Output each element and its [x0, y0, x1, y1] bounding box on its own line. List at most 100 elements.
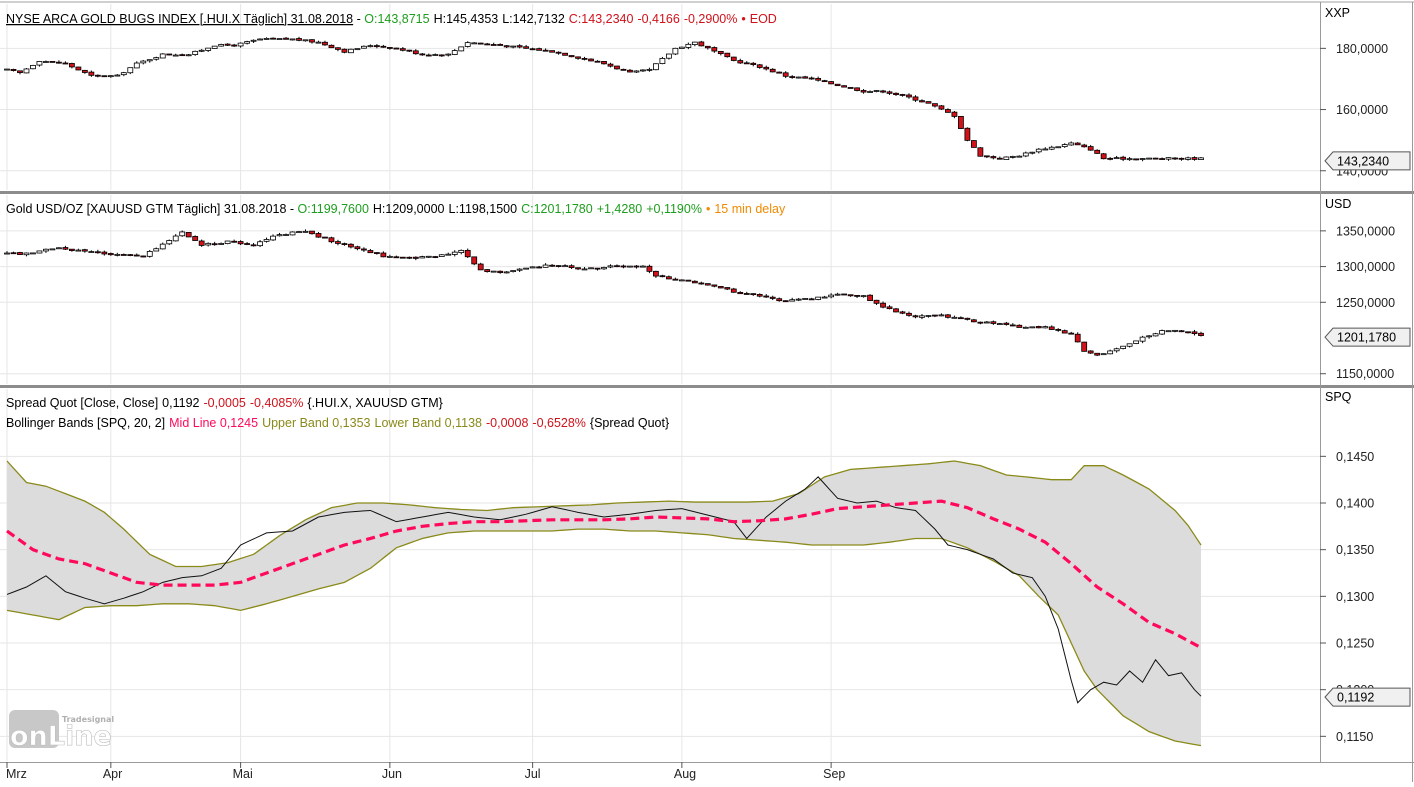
- candle-body: [296, 231, 302, 234]
- candle-body: [841, 85, 847, 88]
- candle-body: [1061, 330, 1068, 334]
- time-axis[interactable]: Mrz Apr Mai Jun Jul Aug Sep: [6, 762, 845, 781]
- candle-body: [925, 101, 932, 104]
- hui-legend-open: O:143,8715: [364, 12, 429, 26]
- candle-body: [1120, 345, 1127, 349]
- candle-body: [1016, 324, 1023, 328]
- candle-body: [354, 246, 361, 250]
- candle-body: [185, 232, 192, 238]
- candle-body: [231, 44, 238, 47]
- candle-body: [886, 91, 893, 94]
- candle-body: [763, 295, 770, 298]
- candle-body: [244, 41, 250, 44]
- candle-body: [854, 87, 860, 91]
- gold-legend[interactable]: Gold USD/OZ [XAUUSD GTM Täglich] 31.08.2…: [6, 202, 786, 216]
- candle-body: [899, 94, 906, 96]
- candle-body: [1035, 148, 1042, 153]
- candle-body: [1146, 157, 1152, 160]
- gold-price-axis[interactable]: 1350,0000 1300,0000 1250,0000 1150,0000: [1320, 224, 1395, 381]
- candle-body: [30, 65, 36, 70]
- candle-body: [107, 253, 114, 256]
- bollinger-legend-source: {Spread Quot}: [590, 416, 669, 430]
- candle-body: [873, 299, 880, 304]
- candle-body: [562, 265, 568, 268]
- candle-body: [867, 294, 873, 301]
- candle-body: [62, 62, 69, 65]
- candle-body: [315, 233, 322, 238]
- candle-body: [393, 47, 400, 50]
- candle-body: [886, 306, 893, 310]
- candle-body: [276, 38, 283, 40]
- spread-legend[interactable]: Spread Quot [Close, Close] 0,1192 -0,0005-…: [6, 396, 443, 410]
- gold-legend-close: C:1201,1780: [521, 202, 593, 216]
- candle-body: [588, 267, 594, 270]
- candle-body: [1146, 335, 1152, 338]
- bollinger-band-area: [7, 461, 1201, 746]
- candle-body: [257, 241, 263, 247]
- candle-body: [1107, 350, 1114, 355]
- candle-body: [56, 61, 62, 64]
- spread-legend-source: {.HUI.X, XAUUSD GTM}: [307, 396, 442, 410]
- candle-body: [68, 248, 75, 251]
- candle-body: [211, 45, 218, 49]
- candle-body: [769, 68, 776, 73]
- candle-body: [581, 57, 588, 60]
- candle-body: [179, 231, 186, 237]
- bollinger-legend-change: -0,0008: [486, 416, 528, 430]
- candle-body: [43, 61, 49, 63]
- panel-divider-2[interactable]: [0, 385, 1414, 388]
- hui-candles: [4, 36, 1204, 162]
- candle-body: [711, 47, 718, 52]
- candle-body: [127, 67, 134, 74]
- candle-body: [451, 251, 458, 255]
- candle-body: [341, 243, 348, 245]
- hui-axis-unit: XXP: [1325, 6, 1350, 20]
- candle-body: [159, 53, 166, 59]
- logo-online-text: onLine: [10, 721, 112, 752]
- candle-body: [847, 294, 854, 297]
- candle-body: [211, 243, 218, 246]
- candle-body: [1061, 144, 1068, 148]
- candle-body: [958, 317, 964, 320]
- candle-body: [698, 282, 705, 285]
- candle-body: [653, 63, 659, 71]
- candle-body: [153, 248, 160, 252]
- candle-body: [328, 44, 335, 49]
- candle-body: [354, 48, 361, 51]
- candle-body: [432, 54, 439, 56]
- candle-body: [166, 53, 173, 56]
- candle-body: [1022, 152, 1029, 157]
- candle-body: [1100, 153, 1107, 160]
- candle-body: [964, 127, 971, 141]
- candle-body: [646, 265, 653, 272]
- candle-body: [880, 90, 886, 93]
- candle-body: [633, 265, 640, 268]
- candle-body: [640, 265, 646, 268]
- candle-body: [302, 230, 309, 233]
- candle-body: [406, 49, 413, 52]
- spread-legend-value: 0,1192: [162, 396, 199, 410]
- spread-axis[interactable]: 0,14500,14000,13500,13000,12500,12000,11…: [1320, 450, 1374, 744]
- hui-legend[interactable]: NYSE ARCA GOLD BUGS INDEX [.HUI.X Täglic…: [6, 12, 777, 26]
- gold-legend-low: L:1198,1500: [449, 202, 518, 216]
- candle-body: [224, 43, 231, 46]
- candle-body: [1068, 142, 1075, 146]
- panel-divider-1[interactable]: [0, 191, 1414, 194]
- candle-body: [704, 283, 711, 286]
- candle-body: [367, 45, 374, 48]
- candle-body: [1074, 142, 1081, 146]
- candle-body: [841, 293, 847, 296]
- candle-body: [698, 41, 705, 47]
- y-tick-label: 0,1400: [1336, 497, 1374, 511]
- gold-axis-unit: USD: [1325, 197, 1351, 211]
- x-tick-label: Jul: [525, 767, 541, 781]
- candle-body: [120, 254, 127, 256]
- candle-body: [81, 69, 88, 73]
- y-tick-label: 0,1150: [1336, 730, 1373, 744]
- bollinger-legend[interactable]: Bollinger Bands [SPQ, 20, 2] Mid Line 0,1…: [6, 416, 669, 430]
- candle-body: [205, 242, 212, 246]
- candle-body: [289, 38, 296, 41]
- candle-body: [198, 49, 205, 52]
- svg-text:1201,1780: 1201,1780: [1337, 331, 1396, 345]
- candle-body: [516, 268, 523, 271]
